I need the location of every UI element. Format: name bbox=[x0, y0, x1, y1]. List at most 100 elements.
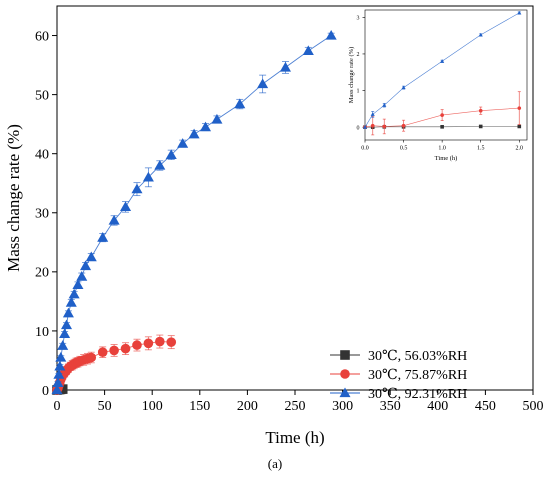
legend-marker bbox=[340, 350, 350, 360]
series-line bbox=[56, 35, 332, 391]
inset-y-tick-label: 0 bbox=[357, 125, 360, 131]
data-point bbox=[166, 337, 177, 347]
data-point bbox=[279, 61, 291, 72]
inset-data-point bbox=[401, 123, 406, 128]
data-point bbox=[143, 338, 154, 349]
data-point bbox=[53, 369, 65, 379]
chart-figure: 0 50 100 150 200 250 300 350 400 450 5000102030405… bbox=[4, 5, 544, 447]
data-point bbox=[155, 336, 165, 347]
inset-data-point bbox=[382, 124, 387, 129]
data-point bbox=[54, 360, 66, 371]
inset-data-point bbox=[517, 10, 522, 15]
inset-x-tick-label: 0.0 bbox=[361, 146, 369, 152]
y-tick-label: 60 bbox=[35, 29, 49, 44]
y-tick-label: 0 bbox=[42, 384, 49, 399]
inset-data-point bbox=[370, 112, 375, 116]
data-point bbox=[57, 340, 69, 350]
legend: 30℃, 56.03%RH 30℃, 75.87%RH 30℃, 92.31%RH bbox=[330, 349, 467, 402]
data-point bbox=[97, 232, 109, 242]
inset-y-tick-label: 1 bbox=[357, 89, 360, 95]
inset-data-point bbox=[370, 123, 375, 128]
x-tick-label: 200 bbox=[237, 399, 258, 414]
inset-y-tick-label: 3 bbox=[357, 15, 360, 21]
data-point bbox=[154, 159, 166, 170]
data-point bbox=[188, 128, 200, 139]
data-point bbox=[302, 45, 314, 56]
data-point bbox=[86, 352, 97, 363]
data-point bbox=[52, 377, 64, 388]
data-point bbox=[120, 343, 131, 354]
series bbox=[52, 334, 177, 395]
main-chart: 0 50 100 150 200 250 300 350 400 450 5000102030405… bbox=[4, 5, 544, 447]
inset-y-axis-label: Mass change rate (%) bbox=[348, 47, 355, 104]
data-point bbox=[120, 201, 132, 212]
data-point bbox=[57, 384, 68, 394]
data-point bbox=[62, 307, 74, 318]
x-tick-label: 250 bbox=[285, 399, 306, 414]
legend-label: 30℃, 92.31%RH bbox=[368, 387, 467, 402]
inset-x-axis-label: Time (h) bbox=[435, 155, 458, 162]
data-point bbox=[199, 121, 212, 132]
y-tick-label: 50 bbox=[35, 89, 49, 104]
y-tick-label: 30 bbox=[35, 207, 49, 222]
x-tick-label: 500 bbox=[523, 399, 544, 414]
legend-item: 30℃, 75.87%RH bbox=[330, 368, 467, 383]
inset-data-point bbox=[478, 32, 483, 37]
legend-marker bbox=[339, 387, 351, 398]
data-point bbox=[211, 113, 223, 124]
legend-marker bbox=[340, 369, 350, 379]
inset-background bbox=[362, 8, 530, 168]
data-point bbox=[325, 30, 337, 40]
legend-item: 30℃, 92.31%RH bbox=[330, 387, 467, 402]
y-tick-label: 10 bbox=[35, 325, 49, 340]
y-axis-label: Mass change rate (%) bbox=[4, 124, 23, 272]
inset-x-tick-label: 0.5 bbox=[400, 146, 408, 152]
data-point bbox=[55, 351, 67, 362]
figure-caption: (a) bbox=[267, 456, 283, 471]
x-tick-label: 50 bbox=[98, 399, 112, 414]
data-point bbox=[80, 260, 92, 271]
x-tick-label: 100 bbox=[142, 399, 163, 414]
data-point bbox=[68, 288, 80, 299]
data-point bbox=[142, 171, 154, 182]
inset-y-tick-label: 2 bbox=[357, 52, 360, 58]
x-tick-label: 450 bbox=[475, 399, 496, 414]
inset-data-point bbox=[478, 108, 483, 113]
legend-label: 30℃, 75.87%RH bbox=[368, 368, 467, 383]
y-tick-label: 40 bbox=[35, 148, 49, 163]
x-tick-label: 350 bbox=[380, 399, 401, 414]
data-point bbox=[72, 279, 84, 289]
data-point bbox=[76, 271, 88, 281]
inset-data-point bbox=[401, 85, 406, 90]
data-point bbox=[65, 297, 77, 307]
x-tick-label: 150 bbox=[189, 399, 210, 414]
data-point bbox=[108, 214, 120, 225]
inset-data-point bbox=[440, 59, 445, 63]
inset-series bbox=[362, 10, 522, 129]
x-axis-label: Time (h) bbox=[265, 428, 324, 447]
inset-plot-frame bbox=[364, 9, 528, 141]
data-point bbox=[61, 319, 73, 330]
data-point bbox=[132, 340, 142, 350]
inset-x-tick-label: 1.5 bbox=[477, 146, 485, 152]
legend-item: 30℃, 56.03%RH bbox=[330, 349, 467, 364]
inset-data-point bbox=[440, 113, 444, 117]
inset-data-point bbox=[362, 125, 368, 129]
data-point bbox=[85, 251, 97, 262]
inset-data-point bbox=[517, 106, 522, 110]
legend-label: 30℃, 56.03%RH bbox=[368, 349, 467, 364]
inset-chart: 0.0 0.5 1.0 1.5 2.0 0 1 2 3 Time (h) Mass change r… bbox=[348, 8, 530, 168]
inset-x-tick-label: 2.0 bbox=[516, 146, 524, 152]
data-point bbox=[131, 183, 143, 194]
data-point bbox=[234, 98, 246, 109]
data-point bbox=[109, 345, 119, 356]
y-tick-label: 20 bbox=[35, 266, 49, 281]
inset-data-point bbox=[382, 103, 387, 107]
x-tick-label: 0 bbox=[54, 399, 61, 414]
series bbox=[51, 30, 337, 395]
data-point bbox=[257, 78, 269, 89]
x-tick-label: 300 bbox=[332, 399, 353, 414]
data-point bbox=[51, 384, 63, 395]
data-point bbox=[59, 328, 71, 339]
data-point bbox=[177, 138, 189, 148]
